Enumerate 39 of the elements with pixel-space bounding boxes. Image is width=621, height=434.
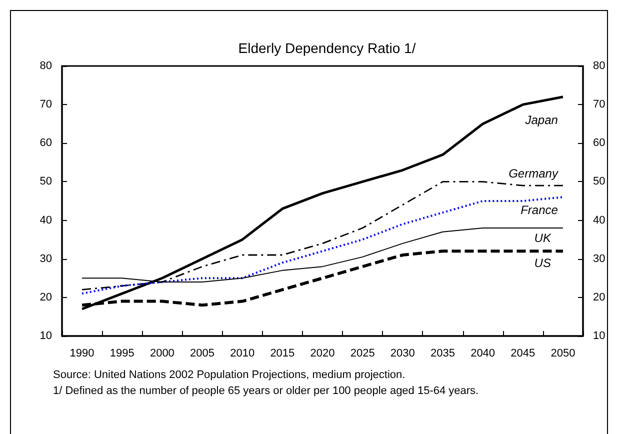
x-tick-label: 2045 bbox=[510, 348, 536, 360]
x-tick-label: 2000 bbox=[150, 348, 174, 360]
x-tick-label: 2050 bbox=[550, 348, 576, 360]
x-tick-label: 2035 bbox=[430, 348, 455, 360]
y-tick-label: 40 bbox=[40, 214, 52, 226]
y2-tick-label: 40 bbox=[593, 214, 606, 226]
y-tick-label: 80 bbox=[40, 60, 52, 72]
x-tick-label: 1990 bbox=[70, 348, 94, 360]
x-tick-label: 2005 bbox=[190, 348, 215, 360]
y-tick-label: 10 bbox=[40, 330, 52, 342]
line-series bbox=[81, 196, 564, 295]
y2-tick-label: 10 bbox=[593, 330, 606, 342]
series-label: UK bbox=[534, 231, 552, 245]
series-label: France bbox=[520, 203, 558, 218]
x-tick-label: 2040 bbox=[470, 348, 496, 360]
y-tick-label: 70 bbox=[40, 98, 52, 111]
text: 1/ Defined as the number of people 65 years or older per 100 people aged 15-64 years. bbox=[53, 384, 479, 399]
y-tick-label: 20 bbox=[40, 291, 52, 304]
y2-tick-label: 80 bbox=[593, 60, 606, 72]
line-series bbox=[80, 96, 564, 310]
y2-tick-label: 70 bbox=[593, 98, 606, 111]
x-tick-label: 2025 bbox=[350, 348, 375, 360]
y2-tick-label: 50 bbox=[593, 176, 606, 188]
y-tick-label: 50 bbox=[40, 176, 52, 188]
y-tick-label: 30 bbox=[40, 252, 52, 265]
series-label: Japan bbox=[524, 112, 558, 127]
y2-tick-label: 60 bbox=[593, 137, 606, 150]
x-tick-label: 2010 bbox=[230, 348, 255, 360]
source-note: Source: United Nations 2002 Population Projections, medium projection. bbox=[53, 368, 406, 383]
x-tick-label: 1995 bbox=[110, 348, 134, 360]
x-tick-label: 2015 bbox=[270, 348, 295, 360]
x-tick-label: 2030 bbox=[390, 348, 415, 360]
series-label: US bbox=[534, 256, 551, 270]
chart-title: Elderly Dependency Ratio 1/ bbox=[238, 40, 416, 56]
y-tick-label: 60 bbox=[40, 137, 52, 150]
y2-tick-label: 20 bbox=[593, 291, 606, 304]
series-label: Germany bbox=[508, 166, 559, 181]
y2-tick-label: 30 bbox=[593, 252, 606, 265]
x-tick-label: 2020 bbox=[310, 348, 335, 360]
